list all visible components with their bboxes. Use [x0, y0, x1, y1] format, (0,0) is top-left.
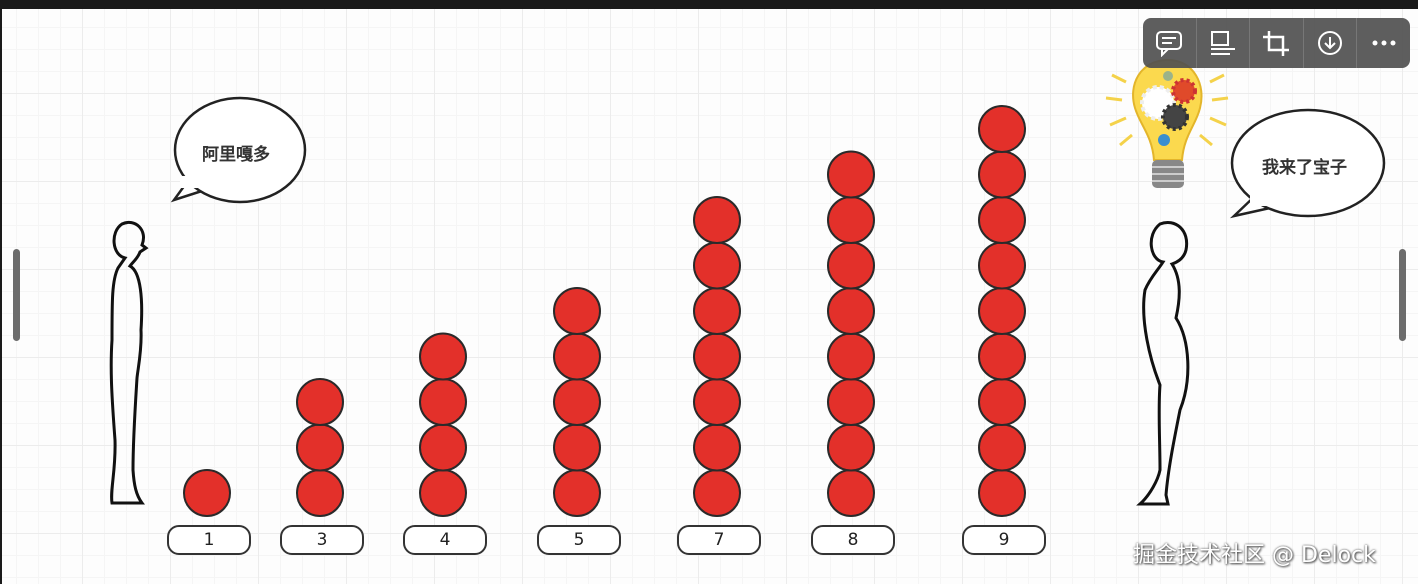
ball — [827, 332, 875, 381]
ball — [183, 469, 231, 517]
crop-button[interactable] — [1250, 18, 1304, 68]
ball — [419, 423, 467, 472]
bubble-text-right: 我来了宝子 — [1262, 158, 1347, 178]
ball — [296, 469, 344, 517]
ball — [693, 423, 741, 472]
ball — [693, 378, 741, 426]
download-icon — [1318, 31, 1343, 55]
ball — [553, 423, 601, 472]
ball — [693, 332, 741, 381]
count-label: 4 — [403, 525, 487, 555]
ball — [978, 423, 1026, 472]
ball — [978, 332, 1026, 381]
ball — [827, 150, 875, 199]
ball — [693, 241, 741, 290]
count-label: 1 — [167, 525, 251, 555]
ball — [419, 469, 467, 517]
ball — [553, 469, 601, 517]
ball — [419, 378, 467, 426]
ball — [553, 332, 601, 381]
caption-icon — [1210, 31, 1235, 55]
speech-bubble-left — [170, 96, 307, 204]
ball — [693, 287, 741, 335]
count-label: 8 — [811, 525, 895, 555]
count-label: 7 — [677, 525, 761, 555]
ball — [296, 378, 344, 426]
ball — [978, 150, 1026, 199]
ball — [978, 196, 1026, 244]
ball — [693, 196, 741, 244]
ball — [978, 469, 1026, 517]
ball — [978, 241, 1026, 290]
watermark: 掘金技术社区 @ Delock — [1133, 543, 1376, 568]
ball — [296, 423, 344, 472]
ball — [693, 469, 741, 517]
more-button[interactable] — [1357, 18, 1410, 68]
ball — [553, 287, 601, 335]
more-icon — [1372, 40, 1396, 46]
ball — [419, 332, 467, 381]
count-label: 5 — [537, 525, 621, 555]
count-label: 3 — [280, 525, 364, 555]
ball — [827, 241, 875, 290]
ball — [978, 105, 1026, 153]
ball — [827, 287, 875, 335]
comment-icon — [1156, 31, 1183, 57]
left-scroll-handle[interactable] — [13, 249, 20, 341]
ball — [827, 469, 875, 517]
ball — [827, 378, 875, 426]
right-scroll-handle[interactable] — [1399, 249, 1406, 341]
bubble-text-left: 阿里嘎多 — [202, 145, 270, 165]
man-figure — [109, 221, 149, 505]
ball — [978, 287, 1026, 335]
ball — [978, 378, 1026, 426]
woman-figure — [1136, 221, 1190, 506]
speech-bubble-right — [1229, 108, 1386, 219]
image-toolbar — [1143, 18, 1410, 68]
lightbulb-icon — [1105, 58, 1229, 188]
caption-button[interactable] — [1197, 18, 1251, 68]
ball — [827, 196, 875, 244]
comment-button[interactable] — [1143, 18, 1197, 68]
count-label: 9 — [962, 525, 1046, 555]
download-button[interactable] — [1304, 18, 1358, 68]
ball — [553, 378, 601, 426]
ball — [827, 423, 875, 472]
crop-icon — [1263, 31, 1290, 56]
